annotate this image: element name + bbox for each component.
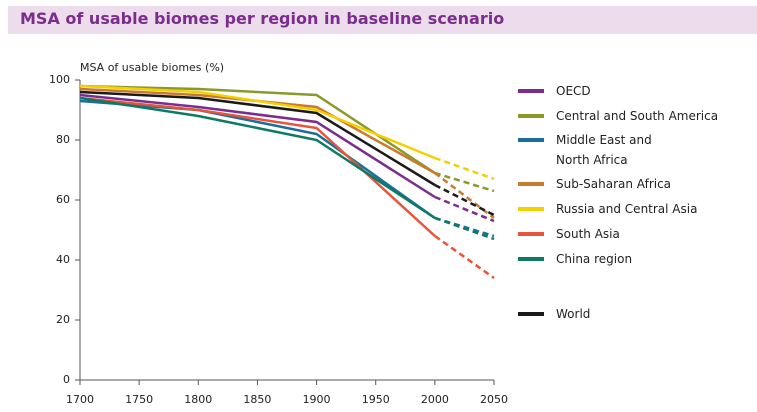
legend-swatch [518, 207, 544, 211]
y-tick-label: 0 [63, 373, 70, 386]
series-line [79, 93, 436, 199]
series-line [79, 99, 436, 220]
legend-label: China region [556, 252, 633, 266]
x-tick-label: 1700 [66, 393, 94, 406]
legend-swatch [518, 312, 544, 316]
x-tick-label: 1800 [184, 393, 212, 406]
series-projection [434, 156, 495, 181]
legend-label: OECD [556, 84, 591, 98]
legend-label: Middle East and North Africa [556, 133, 652, 167]
x-tick-label: 1900 [303, 393, 331, 406]
series-line [79, 96, 436, 220]
y-tick-label: 100 [49, 73, 70, 86]
legend-swatch [518, 89, 544, 93]
y-tick-label: 20 [56, 313, 70, 326]
legend-swatch [518, 114, 544, 118]
legend-swatch [518, 138, 544, 142]
legend-label: World [556, 307, 591, 321]
series-line [79, 96, 436, 237]
x-tick-label: 2000 [421, 393, 449, 406]
legend-label: South Asia [556, 227, 620, 241]
series-projection [434, 216, 495, 238]
series-line [79, 84, 436, 175]
y-axis-label: MSA of usable biomes (%) [80, 61, 224, 74]
series-line [79, 90, 436, 187]
series-projection [434, 216, 495, 241]
series-line [79, 84, 436, 160]
y-tick-label: 80 [56, 133, 70, 146]
x-tick-label: 1750 [125, 393, 153, 406]
series-projection [434, 195, 495, 223]
legend-label: Central and South America [556, 109, 719, 123]
series-projection [434, 172, 495, 219]
series-projection [434, 171, 495, 193]
legend-label: Russia and Central Asia [556, 202, 698, 216]
title-band [8, 6, 757, 34]
x-tick-label: 1850 [243, 393, 271, 406]
legend-swatch [518, 182, 544, 186]
legend-swatch [518, 257, 544, 261]
y-tick-label: 40 [56, 253, 70, 266]
y-tick-label: 60 [56, 193, 70, 206]
x-tick-label: 2050 [480, 393, 508, 406]
chart-title: MSA of usable biomes per region in basel… [20, 9, 505, 28]
series-projection [434, 234, 495, 280]
x-tick-label: 1950 [362, 393, 390, 406]
legend-swatch [518, 232, 544, 236]
legend-label: Sub-Saharan Africa [556, 177, 672, 191]
series-projection [434, 183, 495, 217]
